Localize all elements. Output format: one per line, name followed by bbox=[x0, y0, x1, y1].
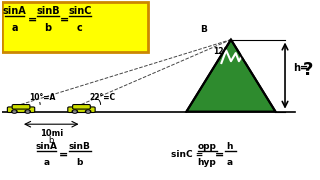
Circle shape bbox=[87, 111, 89, 112]
FancyBboxPatch shape bbox=[7, 107, 35, 112]
Text: a: a bbox=[226, 158, 232, 167]
Text: 10mi: 10mi bbox=[40, 129, 63, 138]
Text: c: c bbox=[77, 23, 83, 33]
Text: opp: opp bbox=[198, 142, 217, 151]
Text: a: a bbox=[12, 23, 18, 33]
Circle shape bbox=[85, 110, 91, 113]
Text: =: = bbox=[60, 15, 69, 25]
Circle shape bbox=[74, 111, 76, 112]
Text: 10°=A: 10°=A bbox=[29, 93, 55, 102]
Text: ?: ? bbox=[302, 61, 313, 79]
Text: sinB: sinB bbox=[36, 6, 60, 16]
Text: =: = bbox=[215, 150, 224, 160]
FancyBboxPatch shape bbox=[73, 105, 90, 109]
Circle shape bbox=[27, 111, 29, 112]
Text: b: b bbox=[44, 23, 52, 33]
Text: h=: h= bbox=[293, 63, 308, 73]
Text: b: b bbox=[77, 158, 83, 167]
Text: a: a bbox=[44, 158, 50, 167]
Text: 12°: 12° bbox=[213, 47, 228, 56]
FancyBboxPatch shape bbox=[12, 105, 30, 109]
Text: =: = bbox=[59, 150, 68, 160]
Text: 22°=C: 22°=C bbox=[89, 93, 116, 102]
Circle shape bbox=[13, 111, 16, 112]
FancyBboxPatch shape bbox=[68, 107, 95, 112]
FancyBboxPatch shape bbox=[2, 2, 148, 52]
Circle shape bbox=[12, 110, 17, 113]
Text: h: h bbox=[226, 142, 233, 151]
Polygon shape bbox=[187, 40, 276, 112]
Circle shape bbox=[72, 110, 77, 113]
Text: sinA: sinA bbox=[36, 142, 58, 151]
Text: hyp: hyp bbox=[198, 158, 216, 167]
Circle shape bbox=[25, 110, 30, 113]
Text: sinA: sinA bbox=[3, 6, 27, 16]
Text: =: = bbox=[28, 15, 37, 25]
Text: B: B bbox=[200, 25, 207, 34]
Text: sinB: sinB bbox=[69, 142, 91, 151]
Text: b: b bbox=[49, 136, 54, 145]
Text: sinC: sinC bbox=[68, 6, 92, 16]
Text: sinC =: sinC = bbox=[171, 150, 203, 159]
